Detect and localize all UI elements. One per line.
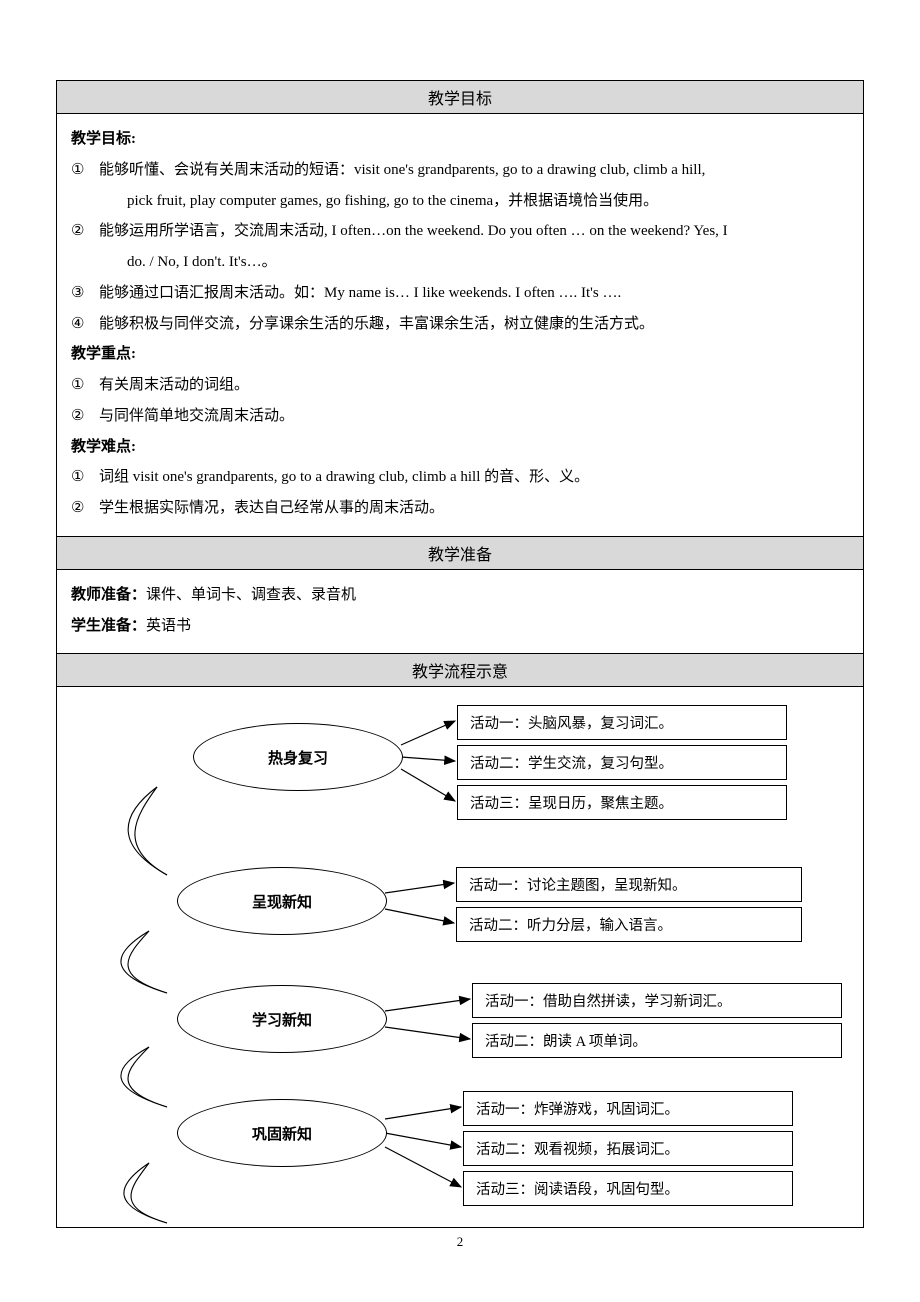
flow-node-present: 呈现新知 — [177, 867, 387, 935]
goal-text-1a: 能够听懂、会说有关周末活动的短语：visit one's grandparent… — [99, 162, 705, 178]
goals-list: ① 能够听懂、会说有关周末活动的短语：visit one's grandpare… — [71, 155, 849, 340]
activity-box-3a: 活动一：借助自然拼读，学习新词汇。 — [472, 983, 842, 1018]
goal-item-3: ③ 能够通过口语汇报周末活动。如：My name is… I like week… — [71, 278, 849, 309]
diff-item-2: ② 学生根据实际情况，表达自己经常从事的周末活动。 — [71, 493, 849, 524]
activity-box-4c: 活动三：阅读语段，巩固句型。 — [463, 1171, 793, 1206]
prep-teacher-text: 课件、单词卡、调查表、录音机 — [146, 587, 356, 603]
activity-box-2a: 活动一：讨论主题图，呈现新知。 — [456, 867, 802, 902]
activity-box-3b: 活动二：朗读 A 项单词。 — [472, 1023, 842, 1058]
goal-text-2a: 能够运用所学语言，交流周末活动, I often…on the weekend.… — [99, 223, 728, 239]
goal-marker-3: ③ — [71, 278, 84, 309]
goal-item-1: ① 能够听懂、会说有关周末活动的短语：visit one's grandpare… — [71, 155, 849, 217]
section-header-flow: 教学流程示意 — [57, 653, 863, 687]
goal-text-3: 能够通过口语汇报周末活动。如：My name is… I like weeken… — [99, 285, 621, 301]
diff-label: 教学难点: — [71, 432, 849, 463]
goal-text-1b: pick fruit, play computer games, go fish… — [99, 186, 849, 217]
section-header-goals: 教学目标 — [57, 81, 863, 114]
activity-box-1b: 活动二：学生交流，复习句型。 — [457, 745, 787, 780]
activity-box-1a: 活动一：头脑风暴，复习词汇。 — [457, 705, 787, 740]
key-text-1: 有关周末活动的词组。 — [99, 377, 249, 393]
diff-item-1: ① 词组 visit one's grandparents, go to a d… — [71, 462, 849, 493]
prep-student-line: 学生准备：英语书 — [71, 611, 849, 642]
diff-text-2: 学生根据实际情况，表达自己经常从事的周末活动。 — [99, 500, 444, 516]
goal-item-2: ② 能够运用所学语言，交流周末活动, I often…on the weeken… — [71, 216, 849, 278]
prep-student-text: 英语书 — [146, 618, 191, 634]
diff-text-1: 词组 visit one's grandparents, go to a dra… — [99, 469, 589, 485]
goal-text-4: 能够积极与同伴交流，分享课余生活的乐趣，丰富课余生活，树立健康的生活方式。 — [99, 316, 654, 332]
goal-text-2b: do. / No, I don't. It's…。 — [99, 247, 849, 278]
flow-node-learn: 学习新知 — [177, 985, 387, 1053]
activity-box-2b: 活动二：听力分层，输入语言。 — [456, 907, 802, 942]
key-marker-2: ② — [71, 401, 84, 432]
document-frame: 教学目标 教学目标: ① 能够听懂、会说有关周末活动的短语：visit one'… — [56, 80, 864, 1228]
key-text-2: 与同伴简单地交流周末活动。 — [99, 408, 294, 424]
section-body-goals: 教学目标: ① 能够听懂、会说有关周末活动的短语：visit one's gra… — [57, 114, 863, 536]
prep-teacher-line: 教师准备：课件、单词卡、调查表、录音机 — [71, 580, 849, 611]
key-label: 教学重点: — [71, 339, 849, 370]
diff-list: ① 词组 visit one's grandparents, go to a d… — [71, 462, 849, 524]
flow-diagram: 热身复习 呈现新知 学习新知 巩固新知 活动一：头脑风暴，复习词汇。 活动二：学… — [57, 687, 863, 1227]
diff-marker-1: ① — [71, 462, 84, 493]
page: 教学目标 教学目标: ① 能够听懂、会说有关周末活动的短语：visit one'… — [0, 0, 920, 1290]
activity-box-4a: 活动一：炸弹游戏，巩固词汇。 — [463, 1091, 793, 1126]
key-list: ① 有关周末活动的词组。 ② 与同伴简单地交流周末活动。 — [71, 370, 849, 432]
activity-box-4b: 活动二：观看视频，拓展词汇。 — [463, 1131, 793, 1166]
goal-marker-1: ① — [71, 155, 84, 186]
flow-node-consolidate: 巩固新知 — [177, 1099, 387, 1167]
diff-marker-2: ② — [71, 493, 84, 524]
goals-label: 教学目标: — [71, 124, 849, 155]
flow-node-warmup: 热身复习 — [193, 723, 403, 791]
goal-item-4: ④ 能够积极与同伴交流，分享课余生活的乐趣，丰富课余生活，树立健康的生活方式。 — [71, 309, 849, 340]
key-item-2: ② 与同伴简单地交流周末活动。 — [71, 401, 849, 432]
page-number: 2 — [56, 1234, 864, 1250]
activity-box-1c: 活动三：呈现日历，聚焦主题。 — [457, 785, 787, 820]
key-marker-1: ① — [71, 370, 84, 401]
section-body-prep: 教师准备：课件、单词卡、调查表、录音机 学生准备：英语书 — [57, 570, 863, 654]
key-item-1: ① 有关周末活动的词组。 — [71, 370, 849, 401]
goal-marker-2: ② — [71, 216, 84, 247]
goal-marker-4: ④ — [71, 309, 84, 340]
section-header-prep: 教学准备 — [57, 536, 863, 570]
prep-teacher-label: 教师准备： — [71, 587, 146, 603]
prep-student-label: 学生准备： — [71, 618, 146, 634]
